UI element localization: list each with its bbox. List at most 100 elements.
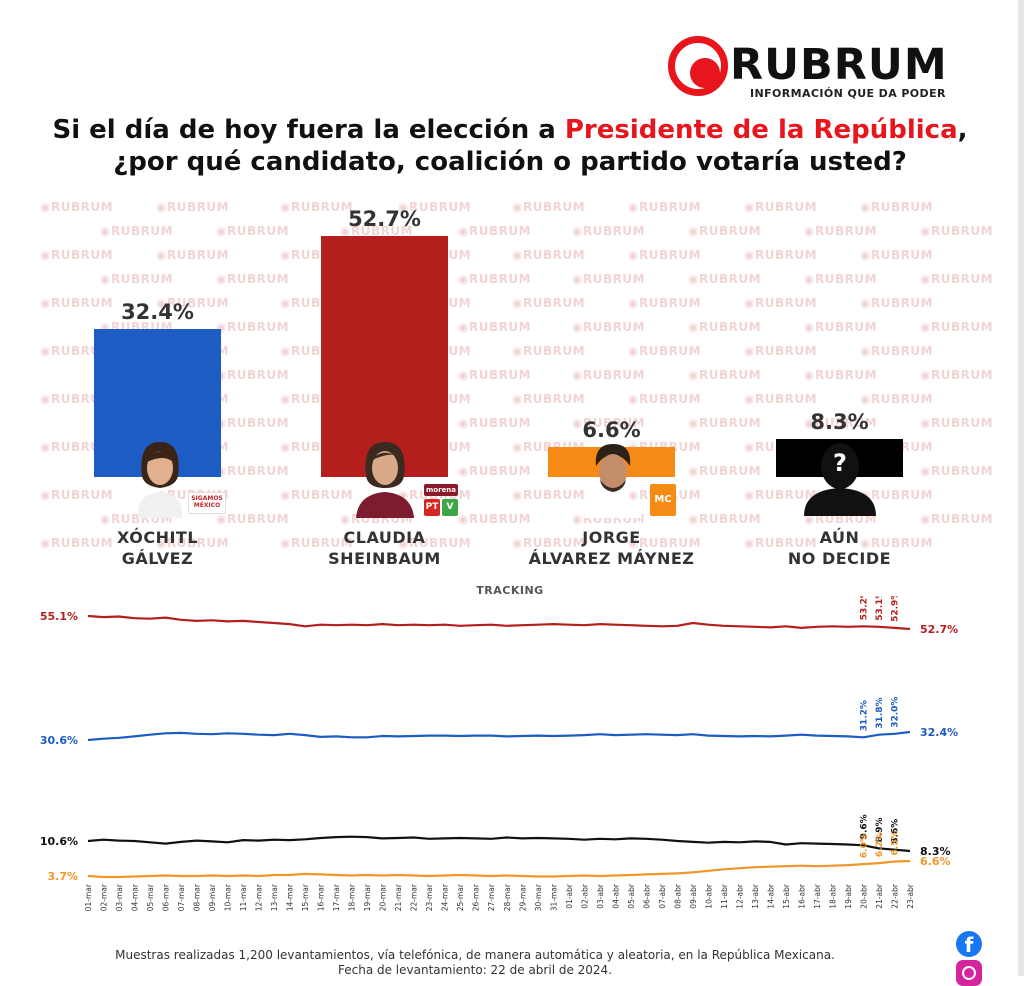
watermark-text: ◉RUBRUM [688,464,762,478]
x-tick-label: 13-abr [751,883,760,909]
x-tick-label: 21-mar [394,883,403,911]
x-tick-label: 29-mar [518,883,527,911]
watermark-text: ◉RUBRUM [572,272,646,286]
watermark-text: ◉RUBRUM [156,248,230,262]
watermark-text: ◉RUBRUM [572,416,646,430]
watermark-text: ◉RUBRUM [860,344,934,358]
question-line-2: ¿por qué candidato, coalición o partido … [113,147,907,177]
watermark-text: ◉RUBRUM [216,224,290,238]
x-tick-label: 02-mar [100,883,109,911]
candidate-name-line: AÚN [819,528,860,547]
survey-date: Fecha de levantamiento: 22 de abril de 2… [337,963,613,977]
candidate-name: XÓCHITL GÁLVEZ [58,527,258,569]
data-point-label: 53.1% [875,596,885,621]
logo-wordmark: RUBRUM [730,40,948,90]
x-tick-label: 16-mar [317,883,326,911]
watermark-text: ◉RUBRUM [628,392,702,406]
x-tick-label: 07-mar [177,883,186,911]
x-tick-label: 19-abr [844,883,853,909]
watermark-text: ◉RUBRUM [688,224,762,238]
watermark-text: ◉RUBRUM [512,536,586,550]
x-tick-label: 17-mar [332,883,341,911]
instagram-icon[interactable] [956,960,982,986]
watermark-text: ◉RUBRUM [688,512,762,526]
x-tick-label: 08-mar [193,883,202,911]
candidate-name-line: CLAUDIA [343,528,426,547]
data-point-label: 32.0% [891,697,901,728]
watermark-text: ◉RUBRUM [216,368,290,382]
x-tick-label: 25-mar [456,883,465,911]
watermark-text: ◉RUBRUM [512,296,586,310]
data-point-label: 9.6% [860,814,870,839]
x-tick-label: 03-mar [115,883,124,911]
x-tick-label: 14-mar [286,883,295,911]
x-tick-label: 18-mar [348,883,357,911]
x-tick-label: 22-mar [410,883,419,911]
watermark-text: ◉RUBRUM [216,416,290,430]
watermark-text: ◉RUBRUM [860,536,934,550]
x-tick-label: 15-abr [782,883,791,909]
watermark-text: ◉RUBRUM [572,320,646,334]
watermark-text: ◉RUBRUM [512,488,586,502]
watermark-text: ◉RUBRUM [804,416,878,430]
watermark-text: ◉RUBRUM [688,272,762,286]
watermark-text: ◉RUBRUM [512,392,586,406]
watermark-text: ◉RUBRUM [628,248,702,262]
undecided-question-mark: ? [833,449,847,477]
watermark-text: ◉RUBRUM [744,248,818,262]
logo-ring-icon [668,36,728,96]
x-tick-label: 10-abr [704,883,713,909]
watermark-text: ◉RUBRUM [280,488,354,502]
x-tick-label: 24-mar [441,883,450,911]
series-start-label: 30.6% [40,734,78,747]
candidate-name-line: JORGE [582,528,641,547]
facebook-icon[interactable]: f [956,931,982,957]
x-tick-label: 04-mar [131,883,140,911]
data-point-label: 6.2% [875,832,885,857]
watermark-text: ◉RUBRUM [40,488,114,502]
candidate-name-line: SHEINBAUM [328,549,441,568]
candidate-name-line: XÓCHITL [116,528,199,547]
methodology-note: Muestras realizadas 1,200 levantamientos… [115,948,835,962]
watermark-text: ◉RUBRUM [628,536,702,550]
watermark-text: ◉RUBRUM [628,200,702,214]
watermark-text: ◉RUBRUM [40,536,114,550]
x-tick-label: 22-abr [891,883,900,909]
candidate-name: CLAUDIA SHEINBAUM [285,527,485,569]
tracking-line-chart: 55.1% 52.7% 53.2% 53.1% 52.9% 30.6% 32.4% 31.2%… [40,596,958,911]
watermark-text: ◉RUBRUM [688,416,762,430]
watermark-text: ◉RUBRUM [458,416,532,430]
x-tick-label: 05-abr [627,883,636,909]
watermark-text: ◉RUBRUM [920,416,994,430]
x-tick-label: 15-mar [301,883,310,911]
candidate-name-line: ÁLVAREZ MÁYNEZ [528,549,695,568]
watermark-text: ◉RUBRUM [512,344,586,358]
x-tick-label: 21-abr [875,883,884,909]
x-tick-label: 16-abr [797,883,806,909]
candidate-name: AÚN NO DECIDE [740,527,940,569]
watermark-text: ◉RUBRUM [920,272,994,286]
tracking-series-line [87,835,911,853]
watermark-text: ◉RUBRUM [744,536,818,550]
bar-2 [321,236,448,477]
watermark-text: ◉RUBRUM [398,200,472,214]
watermark-text: ◉RUBRUM [156,200,230,214]
watermark-text: ◉RUBRUM [458,320,532,334]
x-tick-label: 23-mar [425,883,434,911]
watermark-text: ◉RUBRUM [100,272,174,286]
watermark-text: ◉RUBRUM [920,512,994,526]
watermark-text: ◉RUBRUM [216,464,290,478]
watermark-text: ◉RUBRUM [860,296,934,310]
watermark-text: ◉RUBRUM [744,488,818,502]
x-tick-label: 28-mar [503,883,512,911]
watermark-text: ◉RUBRUM [744,344,818,358]
page-edge-divider [1018,0,1024,976]
bar-value-label: 6.6% [582,417,641,442]
logo-tagline: INFORMACIÓN QUE DA PODER [750,87,946,100]
watermark-text: ◉RUBRUM [398,536,472,550]
x-tick-label: 19-mar [363,883,372,911]
watermark-text: ◉RUBRUM [40,296,114,310]
data-point-label: 6.0% [860,833,870,858]
data-point-label: 31.8% [875,697,885,728]
tracking-series-line [87,859,911,879]
